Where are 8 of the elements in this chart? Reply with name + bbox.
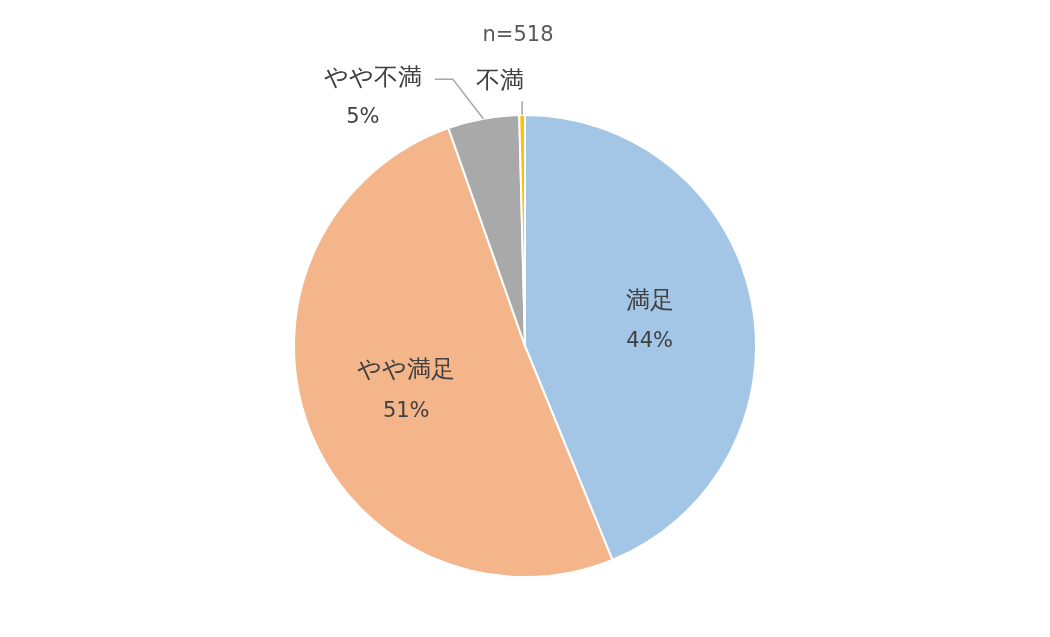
slice-label: やや満足 bbox=[357, 355, 456, 384]
slice-label: やや不満 bbox=[323, 63, 422, 92]
text: n=518 bbox=[482, 22, 554, 47]
data-label: 44% bbox=[626, 327, 674, 352]
slice-label: 満足 bbox=[625, 285, 674, 314]
slice-label: 不満 bbox=[475, 65, 524, 94]
data-label: 51% bbox=[382, 397, 430, 422]
data-label: 5% bbox=[346, 103, 380, 128]
